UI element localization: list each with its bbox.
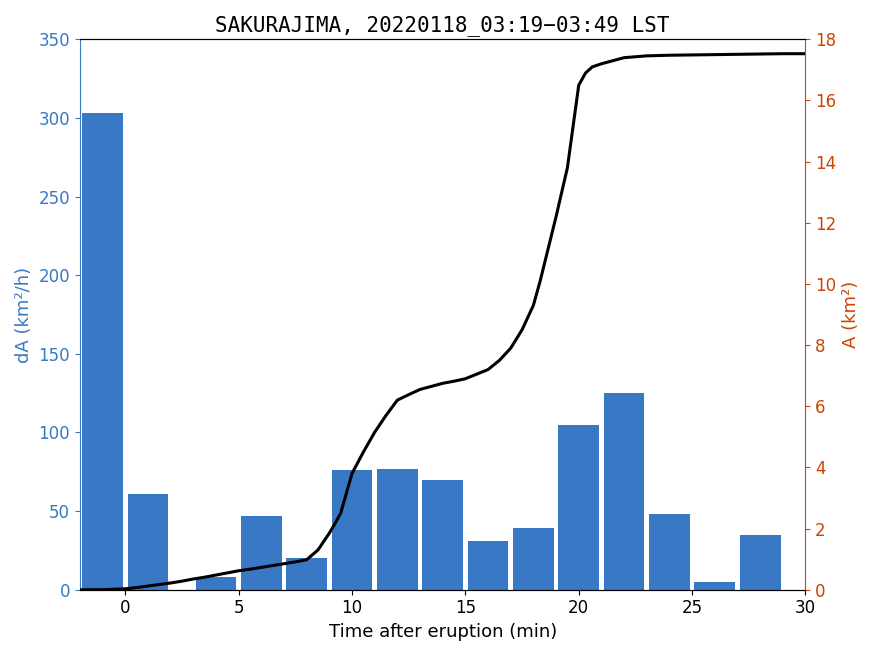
Bar (604, 393, 645, 590)
Bar (467, 541, 508, 590)
Bar (82, 113, 123, 590)
Bar (332, 470, 373, 590)
X-axis label: Time after eruption (min): Time after eruption (min) (328, 623, 556, 641)
Bar (423, 480, 463, 590)
Bar (195, 577, 236, 590)
Bar (558, 424, 599, 590)
Title: SAKURAJIMA, 20220118_03:19−03:49 LST: SAKURAJIMA, 20220118_03:19−03:49 LST (215, 15, 670, 36)
Bar (241, 516, 282, 590)
Y-axis label: dA (km²/h): dA (km²/h) (15, 266, 33, 363)
Y-axis label: A (km²): A (km²) (842, 281, 860, 348)
Bar (649, 514, 690, 590)
Bar (695, 582, 735, 590)
Bar (377, 468, 417, 590)
Bar (513, 528, 554, 590)
Bar (739, 535, 780, 590)
Bar (286, 558, 327, 590)
Bar (128, 494, 168, 590)
